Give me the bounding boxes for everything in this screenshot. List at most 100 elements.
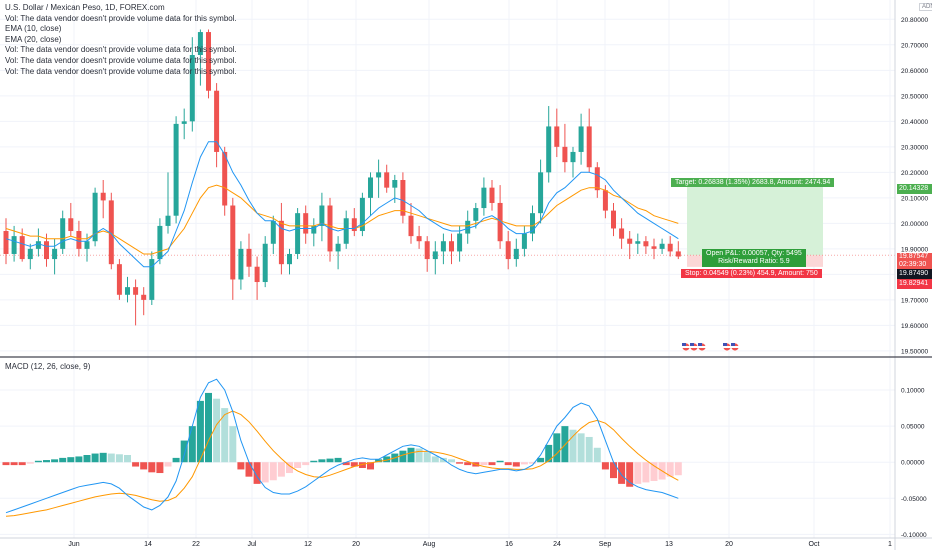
macd-histogram-bar bbox=[423, 452, 431, 463]
macd-histogram bbox=[2, 392, 682, 487]
candle-body bbox=[246, 248, 252, 267]
macd-histogram-bar bbox=[375, 459, 383, 463]
candle-body bbox=[238, 248, 244, 280]
event-flag-icon[interactable] bbox=[697, 342, 707, 352]
macd-histogram-bar bbox=[383, 456, 391, 463]
candle-body bbox=[165, 215, 171, 226]
candle-body bbox=[52, 248, 58, 260]
candle-body bbox=[635, 241, 641, 244]
candle-body bbox=[108, 200, 114, 265]
candle-body bbox=[489, 187, 495, 203]
candle-body bbox=[392, 180, 398, 188]
candle-body bbox=[19, 236, 25, 260]
candle-body bbox=[578, 126, 584, 152]
open-pl-label[interactable]: Open P&L: 0.00057, Qty: 5495 Risk/Reward… bbox=[702, 249, 806, 267]
symbol-title[interactable]: U.S. Dollar / Mexican Peso, 1D, FOREX.co… bbox=[5, 3, 165, 12]
candle-body bbox=[319, 205, 325, 226]
macd-legend[interactable]: MACD (12, 26, close, 9) bbox=[5, 362, 91, 371]
macd-histogram-bar bbox=[43, 460, 50, 463]
time-tick-label: 1 bbox=[888, 541, 892, 548]
macd-histogram-bar bbox=[99, 452, 107, 463]
candle-body bbox=[68, 218, 74, 232]
stop-label[interactable]: Stop: 0.04549 (0.23%) 454.9, Amount: 750 bbox=[681, 269, 822, 278]
event-flag-icon[interactable] bbox=[722, 342, 732, 352]
candle-body bbox=[351, 218, 357, 232]
candle-body bbox=[181, 121, 187, 124]
legend-line-3[interactable]: Vol: The data vendor doesn't provide vol… bbox=[5, 45, 237, 55]
candle-body bbox=[384, 172, 390, 188]
legend-line-5[interactable]: Vol: The data vendor doesn't provide vol… bbox=[5, 66, 237, 76]
axis-mode-tag[interactable]: ADN bbox=[919, 3, 932, 11]
price-tick-label: 19.50000 bbox=[901, 348, 928, 355]
price-tick-label: 20.20000 bbox=[901, 170, 928, 177]
candle-body bbox=[376, 172, 382, 178]
candle-body bbox=[206, 32, 211, 91]
candle-body bbox=[27, 248, 33, 260]
legend-line-4[interactable]: Vol: The data vendor doesn't provide vol… bbox=[5, 55, 237, 65]
macd-histogram-bar bbox=[666, 462, 674, 477]
candle-body bbox=[424, 241, 430, 260]
current-price: 19.87547 bbox=[899, 253, 929, 260]
macd-histogram-bar bbox=[51, 459, 59, 463]
macd-histogram-bar bbox=[553, 433, 561, 463]
event-flag-icon[interactable] bbox=[730, 342, 740, 352]
candle-body bbox=[157, 225, 163, 260]
flag-stripe bbox=[723, 346, 731, 348]
macd-histogram-bar bbox=[350, 462, 358, 467]
macd-histogram-bar bbox=[83, 455, 91, 463]
macd-histogram-bar bbox=[75, 456, 83, 463]
candle-body bbox=[230, 205, 236, 280]
time-tick-label: Oct bbox=[809, 541, 820, 548]
candle-body bbox=[457, 233, 463, 252]
macd-histogram-bar bbox=[585, 436, 593, 463]
flag-stripe bbox=[682, 346, 690, 348]
macd-histogram-bar bbox=[172, 457, 180, 463]
macd-histogram-bar bbox=[196, 400, 204, 463]
macd-histogram-bar bbox=[213, 398, 221, 463]
target-label[interactable]: Target: 0.26838 (1.35%) 2683.8, Amount: … bbox=[671, 178, 835, 187]
price-tick-label: 20.60000 bbox=[901, 68, 928, 75]
macd-histogram-bar bbox=[674, 462, 682, 476]
macd-histogram-bar bbox=[237, 462, 245, 470]
macd-histogram-bar bbox=[456, 462, 464, 464]
candle-body bbox=[538, 172, 544, 214]
candle-body bbox=[481, 187, 487, 209]
time-tick-label: 14 bbox=[144, 541, 152, 548]
time-tick-label: 13 bbox=[665, 541, 673, 548]
macd-histogram-bar bbox=[221, 408, 229, 463]
chart-legend: U.S. Dollar / Mexican Peso, 1D, FOREX.co… bbox=[5, 3, 237, 77]
event-flag-icon[interactable] bbox=[689, 342, 699, 352]
macd-histogram-bar bbox=[407, 447, 415, 463]
candle-body bbox=[368, 177, 373, 198]
candle-body bbox=[335, 243, 341, 252]
legend-line-1[interactable]: EMA (10, close) bbox=[5, 24, 62, 34]
candle-body bbox=[84, 241, 90, 249]
candle-body bbox=[416, 236, 422, 242]
candle-body bbox=[92, 192, 98, 242]
candlesticks bbox=[3, 29, 681, 326]
macd-histogram-bar bbox=[367, 462, 374, 470]
ema-lines bbox=[5, 141, 679, 268]
candle-body bbox=[359, 197, 365, 232]
candle-body bbox=[343, 218, 349, 244]
event-flag-icon[interactable] bbox=[681, 342, 691, 352]
candle-body bbox=[214, 90, 220, 152]
macd-histogram-bar bbox=[650, 462, 658, 481]
candle-body bbox=[44, 241, 49, 260]
target-price-label: 20.14328 bbox=[897, 184, 932, 194]
macd-histogram-bar bbox=[261, 462, 269, 483]
price-tick-label: 20.40000 bbox=[901, 119, 928, 126]
macd-histogram-bar bbox=[577, 433, 585, 463]
macd-histogram-bar bbox=[245, 462, 253, 477]
ema-20-line bbox=[5, 184, 679, 255]
macd-histogram-bar bbox=[10, 462, 18, 466]
candle-body bbox=[400, 180, 406, 216]
candle-body bbox=[197, 32, 203, 56]
risk-reward-text: Risk/Reward Ratio: 5.9 bbox=[718, 258, 790, 265]
legend-line-0[interactable]: Vol: The data vendor doesn't provide vol… bbox=[5, 13, 237, 23]
macd-histogram-bar bbox=[480, 462, 488, 466]
candle-body bbox=[594, 167, 600, 191]
macd-histogram-bar bbox=[294, 462, 302, 468]
legend-line-2[interactable]: EMA (20, close) bbox=[5, 34, 62, 44]
